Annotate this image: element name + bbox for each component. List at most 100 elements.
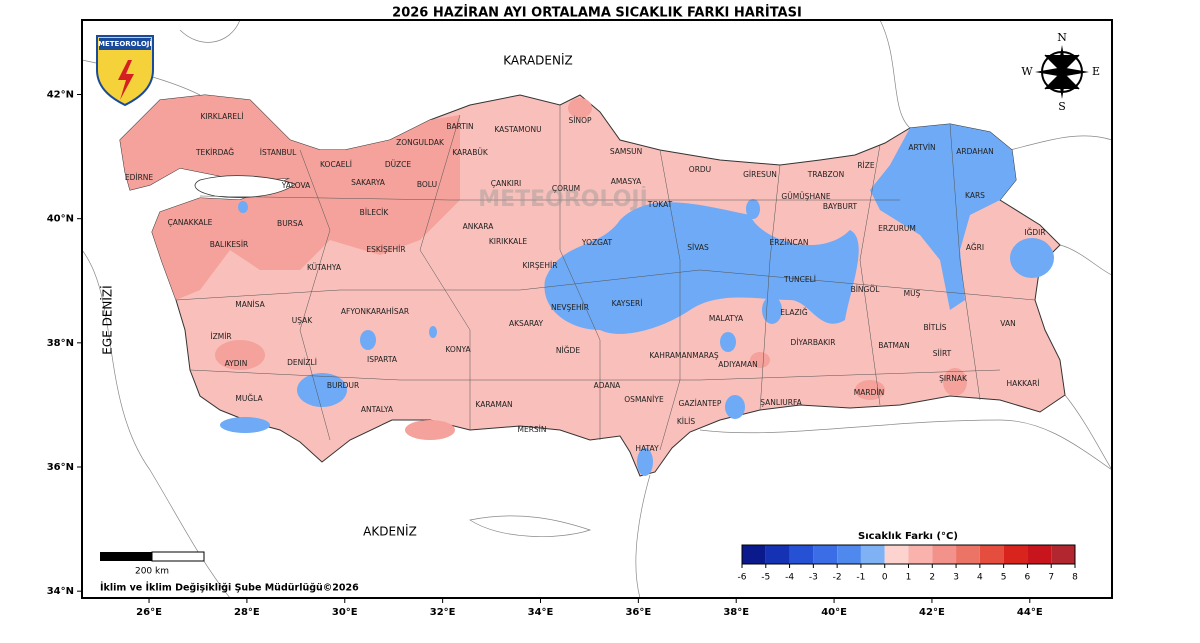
y-tick-label: 36°N [47,462,74,473]
colorbar-cell [837,545,861,564]
colorbar-cell [813,545,838,564]
province-label: UŞAK [292,316,314,325]
province-label: TOKAT [647,200,673,209]
province-label: TEKİRDAĞ [195,148,234,157]
province-label: ERZURUM [878,224,916,233]
x-tick-label: 38°E [723,607,749,618]
colorbar-tick-label: 3 [953,573,959,583]
colorbar-tick-label: -1 [856,573,865,583]
province-label: NİĞDE [556,346,580,355]
colorbar-tick-label: 6 [1025,573,1031,583]
colorbar-cell [908,545,933,564]
province-label: MUŞ [904,289,921,298]
province-label: BOLU [417,180,437,189]
province-label: GİRESUN [743,170,777,179]
province-label: ELAZIĞ [780,308,808,317]
watermark: METEOROLOJİ [478,186,648,212]
province-label: ADANA [594,381,622,390]
province-label: ARTVİN [908,143,935,152]
y-tick-label: 34°N [47,586,74,597]
colorbar-cell [932,545,957,564]
province-label: MANİSA [235,300,265,309]
province-label: BATMAN [878,341,910,350]
province-label: DİYARBAKIR [791,338,836,347]
province-label: AĞRI [966,243,984,252]
sea-label: EGE DENİZİ [100,285,115,354]
province-label: SAMSUN [610,147,642,156]
province-borders [175,105,1036,451]
province-label: KIRŞEHİR [523,261,558,270]
x-tick-label: 44°E [1017,607,1043,618]
province-label: TUNCELİ [783,275,816,284]
colorbar-cell [789,545,814,564]
province-label: ŞANLIURFA [760,398,802,407]
province-label: BİLECİK [360,208,390,217]
province-label: ARDAHAN [956,147,994,156]
colorbar-tick-label: 2 [929,573,935,583]
legend-title: Sıcaklık Farkı (°C) [858,531,958,542]
province-label: BİTLİS [923,323,946,332]
x-tick-label: 28°E [234,607,260,618]
province-label: ÇANKIRI [491,179,522,188]
province-label: KARS [965,191,985,200]
province-label: KAYSERİ [612,299,643,308]
colorbar-tick-label: -6 [738,573,747,583]
province-label: GAZİANTEP [679,399,722,408]
province-label: RİZE [857,161,875,170]
province-label: ERZİNCAN [770,238,809,247]
province-label: HAKKARİ [1006,379,1039,388]
province-label: NEVŞEHİR [551,303,589,312]
x-tick-label: 40°E [821,607,847,618]
y-tick-label: 38°N [47,338,74,349]
colorbar-tick-label: -2 [833,573,842,583]
province-label: IĞDIR [1024,228,1045,237]
x-tick-label: 42°E [919,607,945,618]
province-label: BURSA [277,219,304,228]
cool-anomaly-areas [220,124,1054,476]
colorbar-cell [1003,545,1028,564]
compass-n: N [1057,31,1067,44]
province-label: KASTAMONU [494,125,541,134]
province-label: BARTIN [446,122,473,131]
x-tick-label: 30°E [332,607,358,618]
colorbar-cell [884,545,909,564]
logo: METEOROLOJİ [96,35,154,107]
colorbar-cell [1027,545,1052,564]
province-label: SİNOP [568,116,591,125]
province-label: ADIYAMAN [718,360,757,369]
province-label: ŞIRNAK [939,374,968,383]
province-label: AYDIN [225,359,248,368]
province-label: OSMANİYE [624,395,664,404]
province-label: YOZGAT [581,238,613,247]
province-labels: KIRKLARELİ TEKİRDAĞ EDİRNE İSTANBUL KOCAELİ Y… [125,112,1046,453]
province-label: ÇANAKKALE [168,218,213,227]
province-label: DENİZLİ [287,358,317,367]
province-label: KOCAELİ [320,160,352,169]
colorbar-cell [956,545,980,564]
x-tick-label: 26°E [136,607,162,618]
province-label: SAKARYA [351,178,386,187]
province-label: VAN [1000,319,1015,328]
province-label: MUĞLA [235,394,263,403]
x-tick-label: 36°E [625,607,651,618]
marmara-sea [194,175,296,198]
province-label: ISPARTA [367,355,398,364]
colorbar-tick-label: -3 [809,573,818,583]
colorbar-cell [1051,545,1075,564]
province-label: YALOVA [281,181,311,190]
compass: N E S W [1021,31,1100,113]
colorbar-cell [979,545,1004,564]
colorbar-tick-label: -4 [785,573,794,583]
colorbar-tick-label: 8 [1072,573,1078,583]
colorbar-tick-label: 5 [1001,573,1007,583]
province-label: TRABZON [807,170,844,179]
province-label: BURDUR [327,381,359,390]
province-label: ESKİŞEHİR [366,245,405,254]
province-label: KARAMAN [475,400,512,409]
colorbar-tick-label: 0 [882,573,888,583]
province-label: DÜZCE [385,160,412,169]
colorbar-tick-label: 1 [906,573,912,583]
province-label: KONYA [445,345,471,354]
province-label: AFYONKARAHİSAR [341,307,409,316]
